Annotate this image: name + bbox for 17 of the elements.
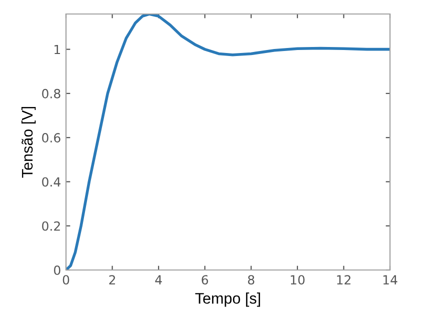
y-axis-title: Tensão [V] — [21, 106, 36, 178]
y-tick-label: 1 — [54, 44, 60, 54]
y-tick-label: 0 — [54, 265, 60, 275]
x-axis-title: Tempo [s] — [195, 292, 260, 307]
x-tick-label: 10 — [290, 275, 305, 285]
line-series — [66, 14, 390, 270]
y-tick-label: 0.4 — [42, 177, 60, 187]
x-tick-label: 8 — [248, 275, 254, 285]
y-tick-label: 0.6 — [42, 133, 60, 143]
x-tick-label: 2 — [109, 275, 116, 284]
x-tick-label: 14 — [383, 275, 398, 284]
x-tick-label: 6 — [202, 275, 208, 285]
x-tick-label: 0 — [62, 275, 70, 285]
y-tick-label: 0.8 — [42, 88, 60, 98]
y-tick-label: 0.2 — [42, 221, 60, 231]
x-tick-label: 12 — [337, 275, 350, 284]
x-tick-label: 4 — [155, 275, 162, 284]
